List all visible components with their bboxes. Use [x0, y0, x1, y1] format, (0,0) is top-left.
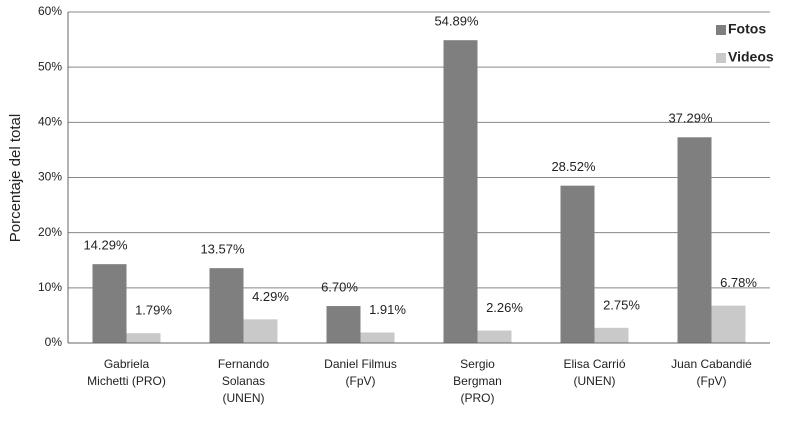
legend-swatch	[716, 25, 726, 35]
bar	[92, 264, 127, 343]
x-tick-label: Sergio Bergman (PRO)	[453, 357, 502, 405]
y-axis-title: Porcentaje del total	[7, 114, 24, 242]
value-label: 1.79%	[135, 303, 172, 318]
value-label: 2.26%	[486, 300, 523, 315]
bar	[443, 40, 478, 344]
value-label: 37.29%	[668, 111, 713, 126]
value-label: 13.57%	[200, 242, 245, 257]
y-tick-label: 40%	[38, 115, 62, 129]
x-tick-label: Juan Cabandié (FpV)	[671, 357, 752, 388]
value-label: 6.70%	[321, 279, 358, 294]
x-tick-label: Elisa Carrió (UNEN)	[563, 357, 625, 388]
value-label: 28.52%	[551, 159, 596, 174]
bar	[243, 319, 278, 343]
y-tick-label: 10%	[38, 280, 62, 294]
legend-label: Fotos	[728, 21, 766, 37]
bar	[677, 137, 712, 343]
bar	[209, 268, 244, 343]
bar	[360, 332, 395, 343]
y-tick-label: 20%	[38, 225, 62, 239]
bar	[594, 327, 629, 343]
bar	[126, 333, 161, 343]
value-label: 1.91%	[369, 302, 406, 317]
bar	[326, 306, 361, 343]
y-tick-label: 30%	[38, 170, 62, 184]
value-label: 54.89%	[434, 14, 479, 29]
value-label: 6.78%	[720, 275, 757, 290]
bar	[477, 330, 512, 343]
bar	[560, 185, 595, 343]
value-label: 2.75%	[603, 297, 640, 312]
value-label: 4.29%	[252, 289, 289, 304]
legend-swatch	[716, 53, 726, 63]
y-tick-label: 50%	[38, 59, 62, 73]
legend-label: Videos	[728, 49, 774, 65]
bar	[711, 305, 746, 343]
x-tick-label: Gabriela Michetti (PRO)	[87, 357, 166, 388]
y-tick-label: 60%	[38, 4, 62, 18]
y-tick-label: 0%	[45, 335, 63, 349]
x-tick-label: Fernando Solanas (UNEN)	[218, 357, 270, 405]
value-label: 14.29%	[83, 238, 128, 253]
x-tick-label: Daniel Filmus (FpV)	[324, 357, 397, 388]
